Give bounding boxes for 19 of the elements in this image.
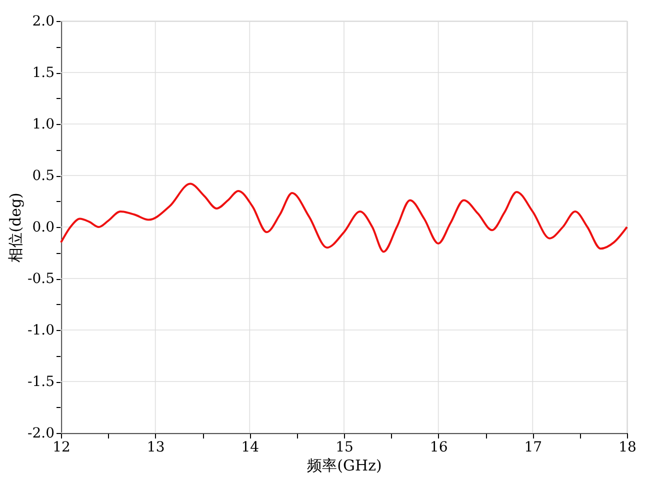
x-tick-label: 16 bbox=[430, 440, 448, 456]
x-tick-label: 14 bbox=[241, 440, 260, 456]
line-series bbox=[60, 182, 628, 253]
y-tick-label: -1.0 bbox=[28, 322, 54, 338]
y-tick-label: -2.0 bbox=[28, 426, 54, 442]
y-tick-label: -0.5 bbox=[28, 271, 54, 287]
x-axis-title: 频率(GHz) bbox=[307, 456, 382, 474]
x-tick-label: 13 bbox=[146, 440, 165, 456]
y-tick-label: -1.5 bbox=[28, 374, 54, 390]
y-tick-label: 0.5 bbox=[32, 168, 54, 184]
y-tick-label: 1.5 bbox=[32, 65, 54, 81]
x-tick-label: 12 bbox=[52, 440, 70, 456]
x-tick-label: 17 bbox=[524, 440, 542, 456]
y-tick-label: 2.0 bbox=[32, 14, 54, 30]
y-tick-label: 1.0 bbox=[32, 116, 54, 132]
y-tick-label: 0.0 bbox=[32, 220, 54, 236]
x-tick-label: 18 bbox=[618, 440, 636, 456]
x-tick-label: 15 bbox=[336, 440, 354, 456]
y-axis-title: 相位(deg) bbox=[6, 192, 25, 262]
